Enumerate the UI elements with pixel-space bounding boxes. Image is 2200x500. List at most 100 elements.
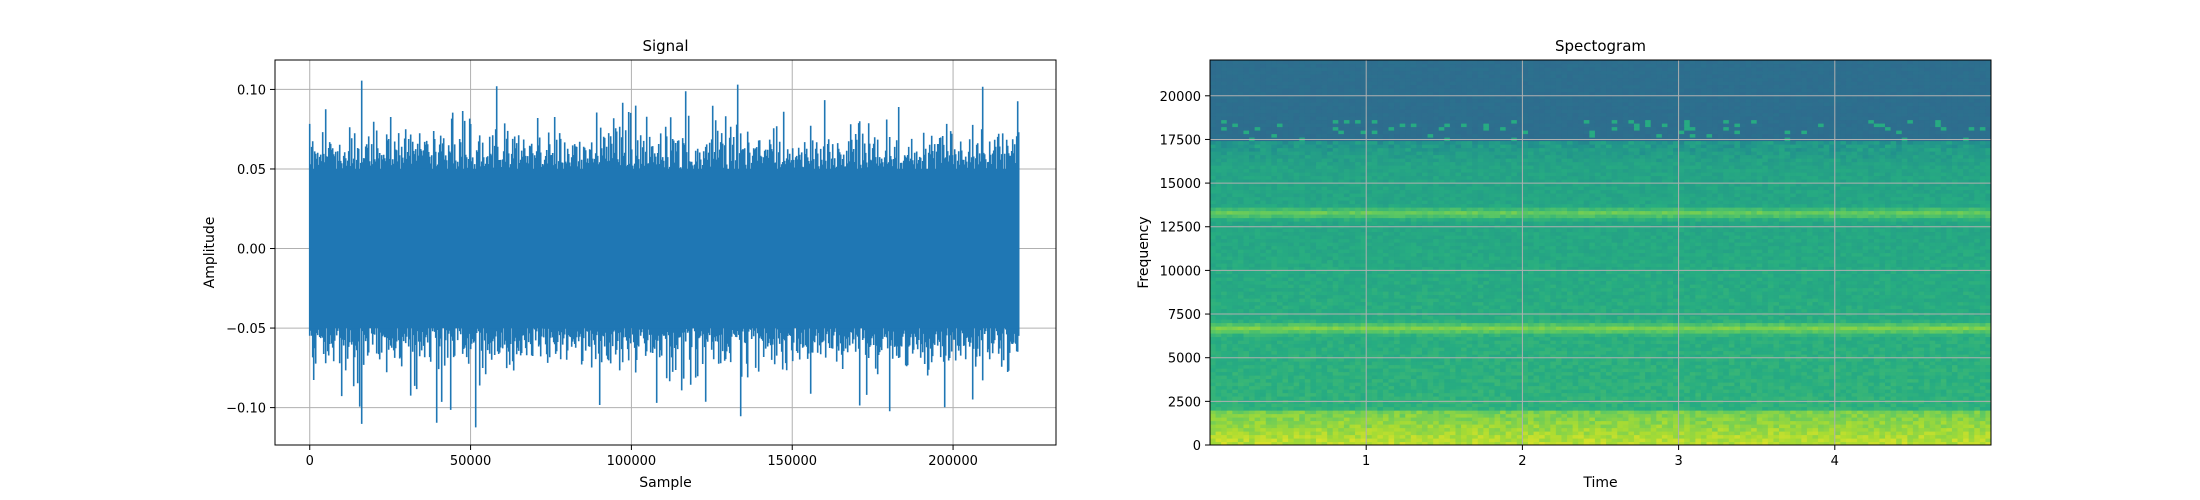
spectrogram-cell xyxy=(1583,322,1590,327)
spectrogram-cell xyxy=(1282,371,1289,376)
spectrogram-cell xyxy=(1639,336,1646,341)
spectrogram-cell xyxy=(1466,329,1473,334)
spectrogram-cell xyxy=(1907,336,1914,341)
spectrogram-cell xyxy=(1427,438,1434,443)
spectrogram-cell xyxy=(1728,427,1735,432)
spectrogram-cell xyxy=(1488,392,1496,397)
spectrogram-cell xyxy=(1617,350,1624,355)
spectrogram-cell xyxy=(1957,427,1964,432)
spectrogram-cell xyxy=(1823,396,1830,401)
spectrogram-cell xyxy=(1343,438,1351,443)
spectrogram-cell xyxy=(1589,413,1596,418)
spectrogram-cell xyxy=(1299,347,1306,352)
spectrogram-cell xyxy=(1946,354,1953,359)
spectrogram-cell xyxy=(1823,403,1830,408)
spectrogram-cell xyxy=(1773,329,1780,334)
spectrogram-cell xyxy=(1600,406,1607,411)
spectrogram-cell xyxy=(1382,396,1390,401)
spectrogram-cell xyxy=(1606,396,1613,401)
spectrogram-cell xyxy=(1689,357,1696,362)
spectrogram-cell xyxy=(1488,329,1496,334)
spectrogram-cell xyxy=(1544,326,1551,331)
spectrogram-cell xyxy=(1611,406,1618,411)
spectrogram-cell xyxy=(1951,347,1959,352)
spectrogram-cell xyxy=(1221,427,1228,432)
spectrogram-cell xyxy=(1360,392,1367,397)
spectrogram-cell xyxy=(1433,361,1440,366)
spectrogram-cell xyxy=(1868,382,1875,387)
spectrogram-cell xyxy=(1371,319,1378,324)
spectrogram-cell xyxy=(1673,378,1680,383)
spectrogram-cell xyxy=(1723,413,1730,418)
spectrogram-cell xyxy=(1243,410,1250,415)
spectrogram-cell xyxy=(1868,396,1875,401)
spectrogram-cell xyxy=(1399,364,1406,369)
spectrogram-cell xyxy=(1678,378,1685,383)
spectrogram-cell xyxy=(1539,427,1546,432)
spectrogram-cell xyxy=(1433,406,1440,411)
spectrogram-cell xyxy=(1394,431,1401,436)
spectrogram-cell xyxy=(1756,385,1763,390)
spectrogram-cell xyxy=(1349,385,1356,390)
spectrogram-cell xyxy=(1461,434,1468,439)
spectrogram-cell xyxy=(1271,410,1278,415)
spectrogram-cell xyxy=(1985,389,1991,394)
spectrogram-cell xyxy=(1265,354,1272,359)
spectrogram-cell xyxy=(1633,427,1641,432)
spectrogram-cell xyxy=(1388,431,1395,436)
spectrogram-cell xyxy=(1477,371,1484,376)
spectrogram-cell xyxy=(1427,413,1434,418)
spectrogram-cell xyxy=(1215,333,1222,338)
spectrogram-cell xyxy=(1957,371,1964,376)
spectrogram-cell xyxy=(1550,389,1557,394)
spectrogram-cell xyxy=(1823,424,1830,429)
spectrogram-cell xyxy=(1790,322,1797,327)
spectrogram-cell xyxy=(1221,364,1228,369)
spectrogram-cell xyxy=(1885,378,1892,383)
spectrogram-cell xyxy=(1723,406,1730,411)
spectrogram-cell xyxy=(1940,347,1947,352)
spectrogram-cell xyxy=(1494,340,1501,345)
spectrogram-cell xyxy=(1466,392,1473,397)
spectrogram-cell xyxy=(1840,424,1847,429)
spectrogram-cell xyxy=(1249,417,1256,422)
spectrogram-cell xyxy=(1606,413,1613,418)
spectrogram-cell xyxy=(1500,354,1507,359)
spectrogram-cell xyxy=(1416,378,1423,383)
spectrogram-cell xyxy=(1868,336,1875,341)
spectrogram-cell xyxy=(1488,340,1496,345)
spectrogram-cell xyxy=(1449,361,1457,366)
spectrogram-cell xyxy=(1795,375,1802,380)
spectrogram-cell xyxy=(1673,333,1680,338)
spectrogram-cell xyxy=(1288,420,1295,425)
spectrogram-cell xyxy=(1656,343,1663,348)
spectrogram-cell xyxy=(1282,319,1289,324)
spectrogram-cell xyxy=(1455,382,1462,387)
spectrogram-cell xyxy=(1500,438,1507,443)
spectrogram-cell xyxy=(1355,378,1362,383)
spectrogram-cell xyxy=(1650,371,1657,376)
spectrogram-cell xyxy=(1684,438,1691,443)
spectrogram-cell xyxy=(1940,378,1947,383)
spectrogram-cell xyxy=(1862,375,1869,380)
spectrogram-cell xyxy=(1885,441,1892,445)
spectrogram-cell xyxy=(1812,396,1819,401)
spectrogram-cell xyxy=(1516,382,1523,387)
spectrogram-cell xyxy=(1360,427,1367,432)
spectrogram-cell xyxy=(1979,357,1987,362)
spectrogram-cell xyxy=(1633,336,1641,341)
spectrogram-cell xyxy=(1968,368,1975,373)
spectrogram-cell xyxy=(1271,417,1278,422)
spectrogram-cell xyxy=(1427,371,1434,376)
spectrogram-cell xyxy=(1885,382,1892,387)
spectrogram-cell xyxy=(1946,406,1953,411)
spectrogram-cell xyxy=(1600,417,1607,422)
spectrogram-cell xyxy=(1784,329,1791,334)
spectrogram-cell xyxy=(1410,417,1418,422)
spectrogram-cell xyxy=(1834,396,1841,401)
spectrogram-cell xyxy=(1779,438,1786,443)
spectrogram-cell xyxy=(1673,371,1680,376)
spectrogram-cell xyxy=(1633,322,1641,327)
spectrogram-cell xyxy=(1488,343,1496,348)
spectrogram-cell xyxy=(1544,438,1551,443)
